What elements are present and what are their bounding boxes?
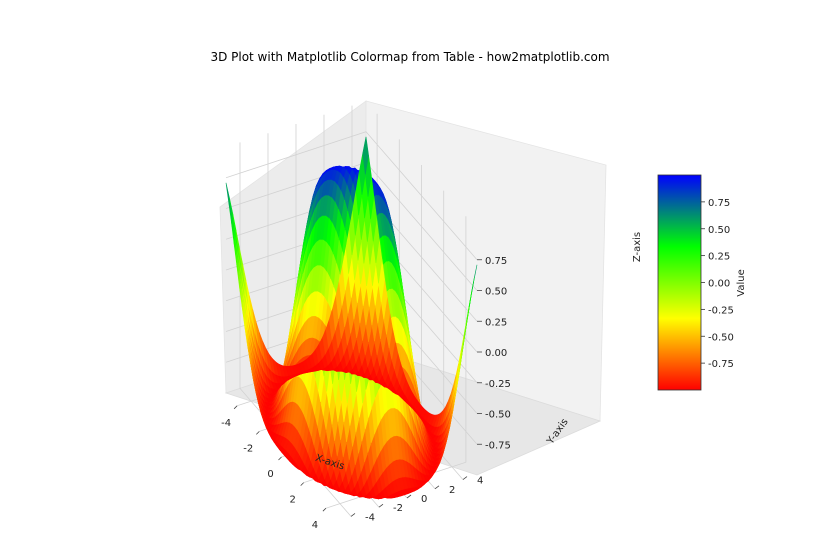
x-tick-mark bbox=[300, 482, 304, 486]
colorbar-label: Value bbox=[736, 269, 747, 296]
axis-ticks: -4 -2 0 2 4 -4 -2 0 2 4 -0.75 -0.50 -0.25 0.00 0.25 0.5… bbox=[221, 256, 511, 531]
y-tick-mark bbox=[350, 513, 356, 517]
colorbar: 0.75 0.50 0.25 0.00 -0.25 -0.50 -0.75 Value bbox=[657, 174, 747, 391]
z-tick-label: 0.00 bbox=[485, 348, 507, 359]
z-tick-label: -0.25 bbox=[485, 379, 511, 390]
y-tick-mark bbox=[406, 494, 412, 499]
y-tick-mark bbox=[434, 485, 440, 490]
z-tick-label: -0.50 bbox=[485, 410, 511, 421]
z-tick-label: 0.25 bbox=[485, 317, 507, 328]
x-tick-mark bbox=[278, 456, 282, 461]
surface-cell bbox=[362, 136, 369, 175]
x-tick-label: -4 bbox=[221, 418, 231, 429]
colorbar-tick-label: 0.25 bbox=[708, 252, 730, 263]
z-axis-label: Z-axis bbox=[632, 232, 643, 262]
z-tick-label: -0.75 bbox=[485, 440, 511, 451]
x-tick-mark bbox=[322, 507, 327, 512]
y-tick-label: 2 bbox=[449, 485, 455, 496]
x-tick-mark bbox=[233, 405, 238, 410]
y-tick-label: -4 bbox=[365, 512, 375, 523]
y-tick-mark bbox=[462, 476, 468, 480]
colorbar-tick-label: -0.75 bbox=[708, 359, 734, 370]
x-tick-label: 4 bbox=[312, 520, 318, 531]
colorbar-tick-label: 0.00 bbox=[708, 279, 730, 290]
y-tick-label: 0 bbox=[421, 494, 427, 505]
colorbar-ticks: 0.75 0.50 0.25 0.00 -0.25 -0.50 -0.75 bbox=[701, 198, 734, 370]
z-tick-label: 0.50 bbox=[485, 287, 507, 298]
chart-title: 3D Plot with Matplotlib Colormap from Ta… bbox=[210, 50, 609, 64]
colorbar-tick-label: 0.50 bbox=[708, 225, 730, 236]
colorbar-tick-label: -0.50 bbox=[708, 332, 734, 343]
colorbar-gradient bbox=[657, 174, 702, 391]
axes-3d: -4 -2 0 2 4 -4 -2 0 2 4 -0.75 -0.50 -0.25 0.00 0.25 0.5… bbox=[219, 100, 643, 531]
x-tick-mark bbox=[256, 431, 260, 435]
gridline bbox=[225, 131, 478, 261]
z-tick-label: 0.75 bbox=[485, 256, 507, 267]
surface-plot bbox=[225, 136, 478, 500]
y-tick-label: 4 bbox=[477, 476, 483, 487]
y-tick-mark bbox=[378, 503, 384, 508]
x-tick-label: -2 bbox=[243, 443, 253, 454]
colorbar-tick-label: 0.75 bbox=[708, 198, 730, 209]
x-tick-label: 2 bbox=[290, 495, 296, 506]
y-tick-label: -2 bbox=[393, 503, 403, 514]
colorbar-tick-label: -0.25 bbox=[708, 305, 734, 316]
x-tick-label: 0 bbox=[267, 469, 273, 480]
